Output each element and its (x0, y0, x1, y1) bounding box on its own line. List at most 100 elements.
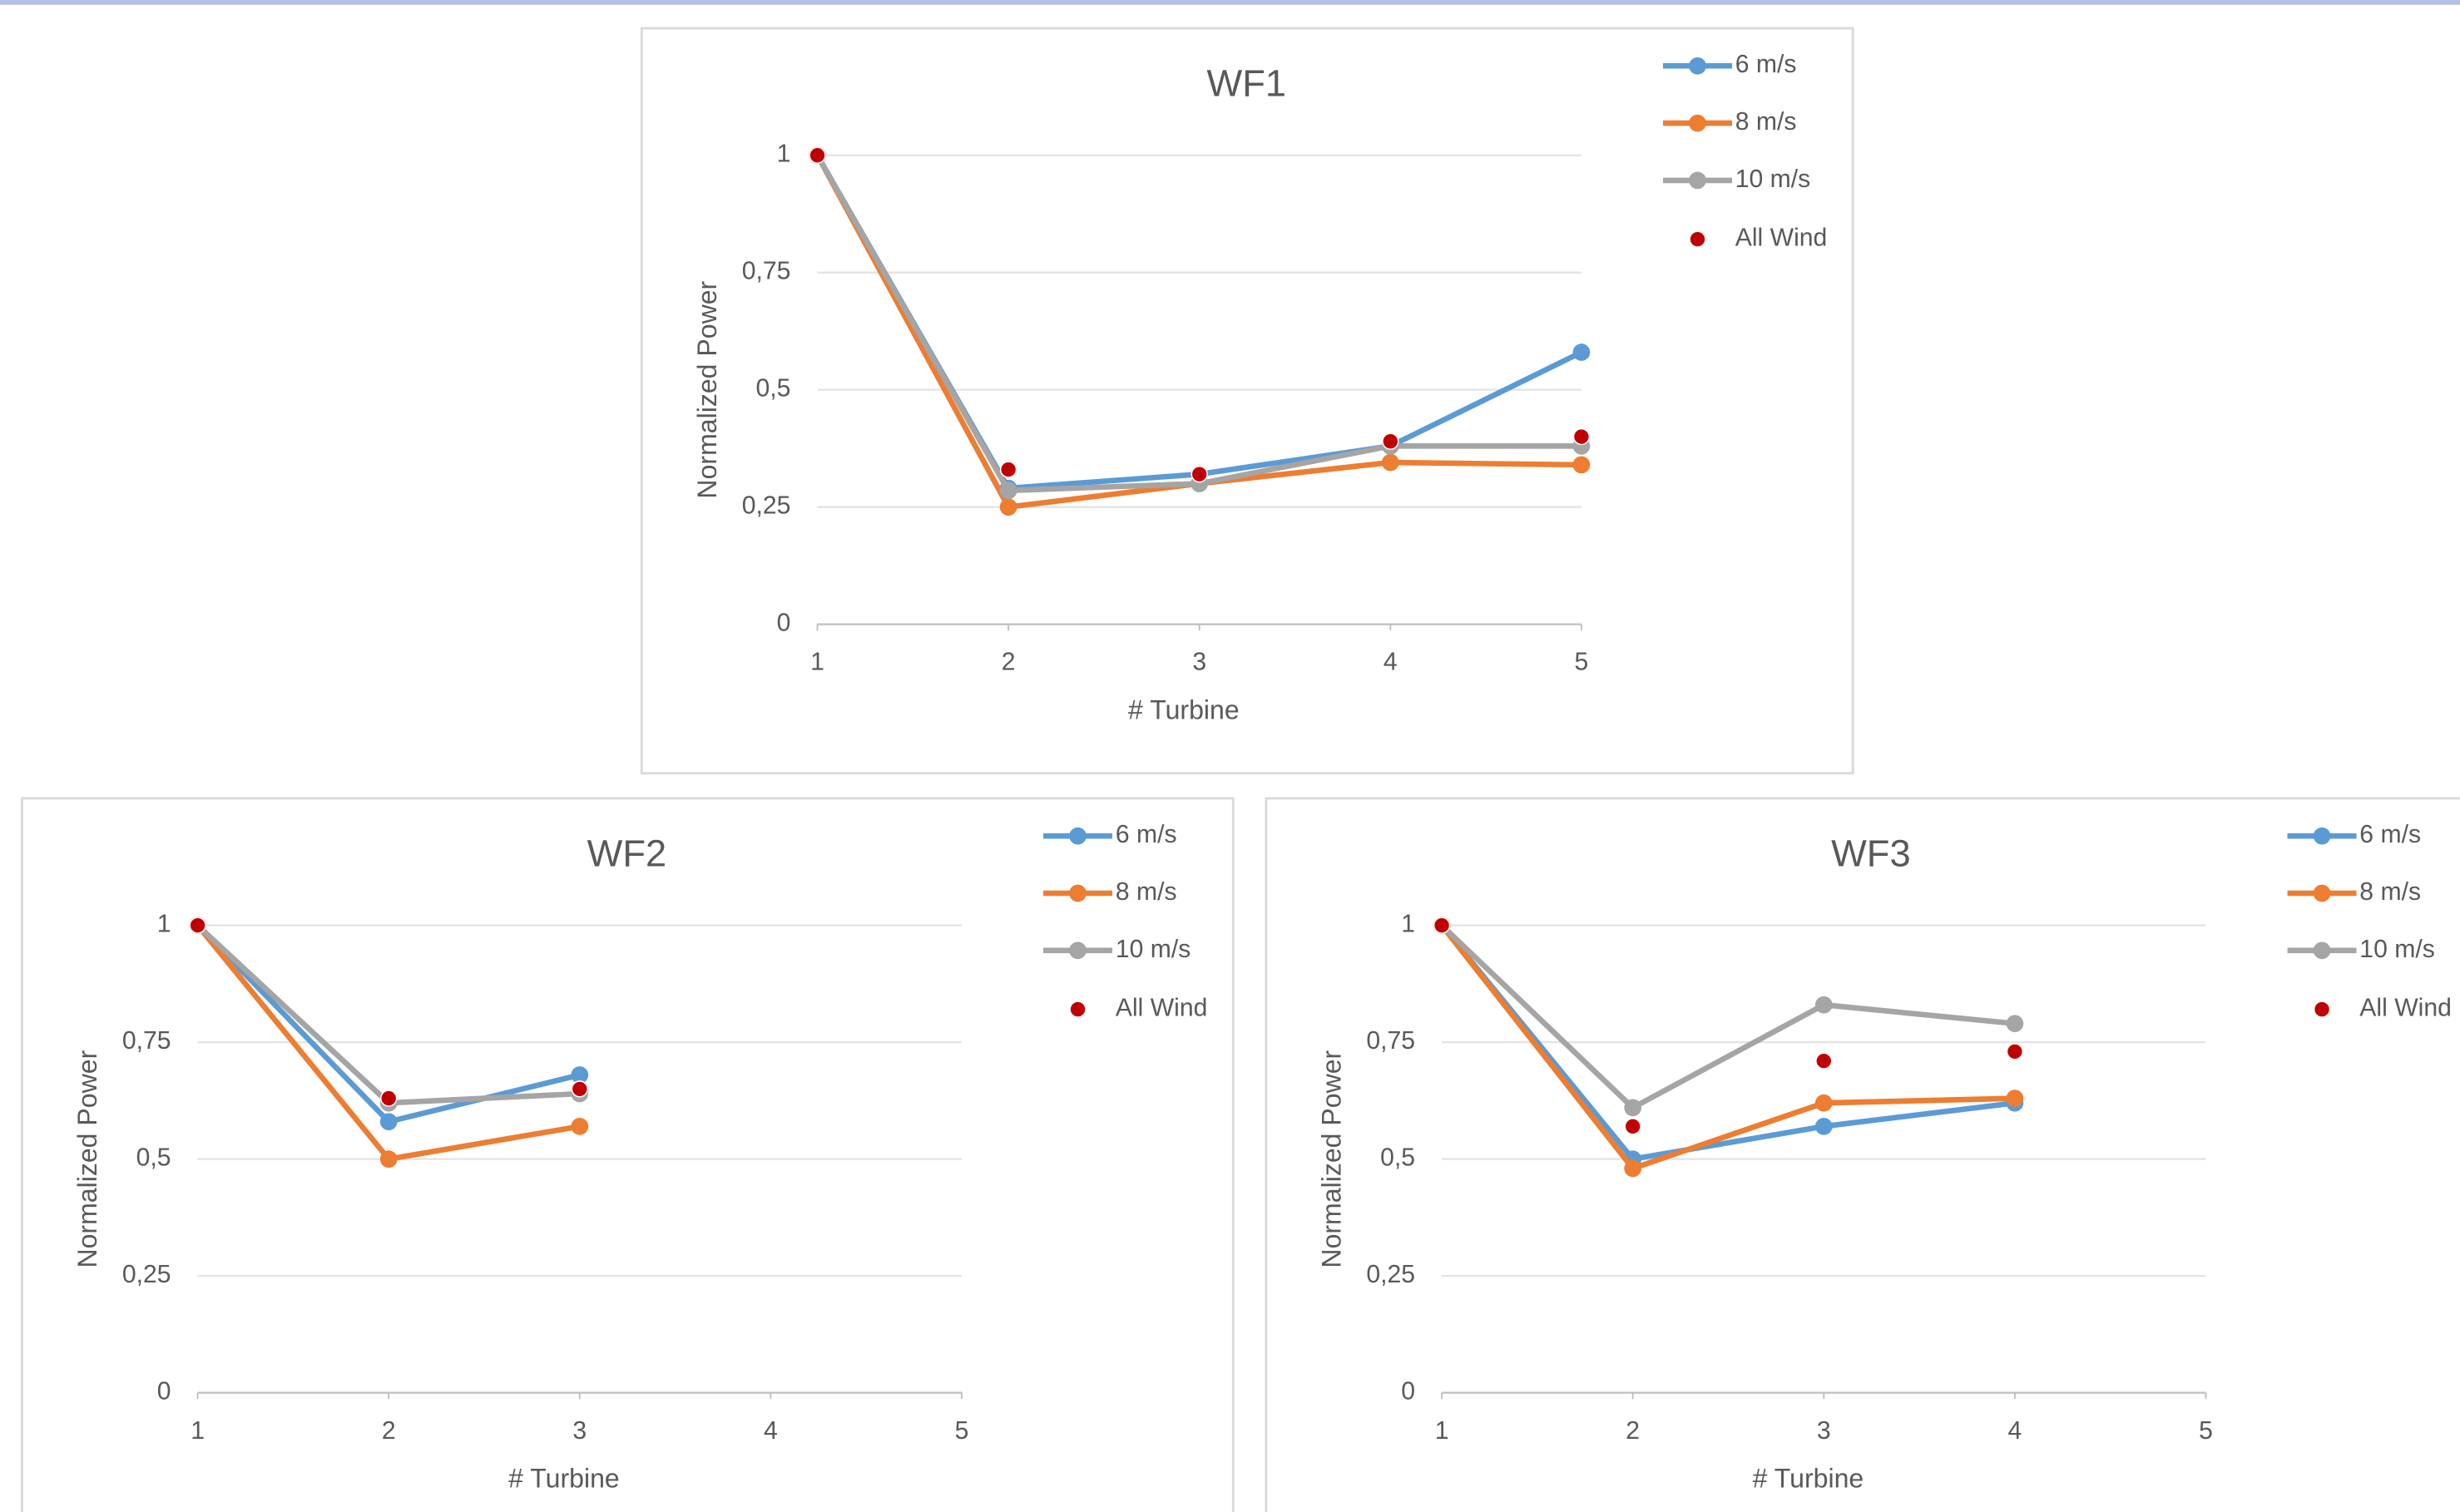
y-tick-label: 0 (157, 1378, 171, 1406)
y-tick-label: 1 (157, 911, 171, 938)
x-tick-label: 5 (2199, 1417, 2213, 1445)
y-tick-label: 0,5 (1380, 1144, 1415, 1172)
y-tick-label: 0 (777, 610, 791, 637)
legend-marker (1069, 884, 1086, 902)
x-tick-label: 2 (1002, 649, 1016, 676)
top-bar (0, 0, 2460, 5)
x-tick-label: 5 (955, 1417, 969, 1445)
y-tick-label: 0,25 (1366, 1261, 1415, 1288)
x-tick-label: 1 (810, 649, 824, 676)
chart-title: WF2 (587, 833, 667, 875)
point-marker (999, 498, 1017, 516)
y-axis-label: Normalized Power (72, 1050, 102, 1267)
scatter-point (1190, 465, 1208, 483)
legend-label: 10 m/s (1735, 166, 1811, 193)
legend-label: 8 m/s (2359, 878, 2421, 906)
legend-marker (1069, 941, 1086, 960)
legend-marker (2313, 941, 2331, 960)
chart-frame (20, 797, 1235, 1512)
point-marker (1814, 996, 1833, 1014)
chart: WF2 # Turbine Normalized Power 0 0,25 0,5 0,75… (20, 797, 1235, 1512)
point-marker (379, 1150, 398, 1169)
scatter-point (1572, 427, 1591, 446)
scatter-point (1382, 432, 1399, 450)
legend-marker (1689, 57, 1706, 75)
legend-label: 6 m/s (1116, 821, 1177, 848)
x-tick-label: 3 (1817, 1417, 1831, 1445)
x-tick-label: 2 (382, 1417, 396, 1445)
legend-marker (2313, 827, 2331, 845)
legend-label: All Wind (1735, 225, 1828, 252)
chart: WF1 # Turbine Normalized Power 0 0,25 0,5 0,75… (640, 27, 1854, 775)
y-tick-label: 1 (1401, 911, 1415, 938)
point-marker (1624, 1099, 1642, 1117)
y-tick-label: 0,5 (136, 1144, 171, 1172)
scatter-point (1433, 917, 1451, 934)
y-tick-label: 1 (777, 141, 791, 168)
y-tick-label: 0,25 (742, 492, 791, 520)
legend-marker (2313, 884, 2331, 902)
series-line (1439, 923, 2016, 1162)
x-axis-label: # Turbine (1128, 695, 1240, 725)
scatter-point (380, 1090, 398, 1107)
point-marker (2006, 1015, 2024, 1033)
y-tick-label: 0,5 (756, 375, 791, 403)
legend-label: 10 m/s (1116, 936, 1191, 963)
legend-marker (1069, 1001, 1086, 1018)
scatter-point (189, 917, 206, 934)
x-tick-label: 4 (2008, 1417, 2022, 1445)
legend-label: 8 m/s (1116, 878, 1177, 906)
x-axis-label: # Turbine (508, 1464, 620, 1494)
scatter-point (2006, 1043, 2024, 1060)
x-tick-label: 4 (1383, 649, 1398, 676)
legend-marker (1689, 171, 1706, 190)
x-tick-label: 1 (191, 1417, 205, 1445)
legend-marker (1689, 230, 1706, 248)
legend-marker (1069, 827, 1086, 845)
y-tick-label: 0,75 (742, 258, 791, 285)
point-marker (571, 1066, 589, 1084)
legend-marker (1689, 114, 1706, 132)
point-marker (1814, 1117, 1833, 1135)
scatter-point (571, 1080, 589, 1098)
point-marker (1572, 343, 1591, 361)
chart: WF3 # Turbine Normalized Power 0 0,25 0,5 0,75… (1265, 797, 2460, 1512)
y-tick-label: 0,75 (122, 1027, 171, 1055)
legend-label: 6 m/s (1735, 51, 1797, 78)
chart-frame (1265, 797, 2460, 1512)
y-axis-label: Normalized Power (1316, 1050, 1346, 1267)
x-tick-label: 2 (1626, 1417, 1640, 1445)
x-tick-label: 3 (572, 1417, 587, 1445)
point-marker (999, 482, 1017, 500)
scatter-point (809, 146, 826, 164)
legend-label: All Wind (2359, 995, 2452, 1022)
point-marker (379, 1113, 398, 1131)
y-tick-label: 0,25 (122, 1261, 171, 1288)
legend-label: 8 m/s (1735, 108, 1797, 136)
y-tick-label: 0,75 (1366, 1027, 1415, 1055)
point-marker (2006, 1090, 2024, 1107)
x-tick-label: 3 (1192, 649, 1206, 676)
x-tick-label: 4 (764, 1417, 778, 1445)
point-marker (1624, 1159, 1642, 1178)
point-marker (1572, 456, 1591, 474)
x-axis-label: # Turbine (1753, 1464, 1864, 1494)
x-tick-label: 5 (1575, 649, 1589, 676)
legend-label: 6 m/s (2359, 821, 2421, 848)
chart-title: WF3 (1831, 833, 1911, 875)
point-marker (1814, 1094, 1833, 1112)
point-marker (571, 1117, 589, 1135)
chart-frame (640, 27, 1854, 775)
series-line (1439, 923, 2015, 1172)
y-tick-label: 0 (1401, 1378, 1415, 1406)
series-line (1439, 923, 2016, 1111)
legend-label: All Wind (1116, 995, 1208, 1022)
scatter-point (1624, 1118, 1641, 1135)
chart-title: WF1 (1207, 62, 1287, 105)
point-marker (1381, 453, 1399, 472)
y-axis-label: Normalized Power (692, 280, 722, 498)
scatter-point (1815, 1052, 1833, 1070)
x-tick-label: 1 (1435, 1417, 1449, 1445)
